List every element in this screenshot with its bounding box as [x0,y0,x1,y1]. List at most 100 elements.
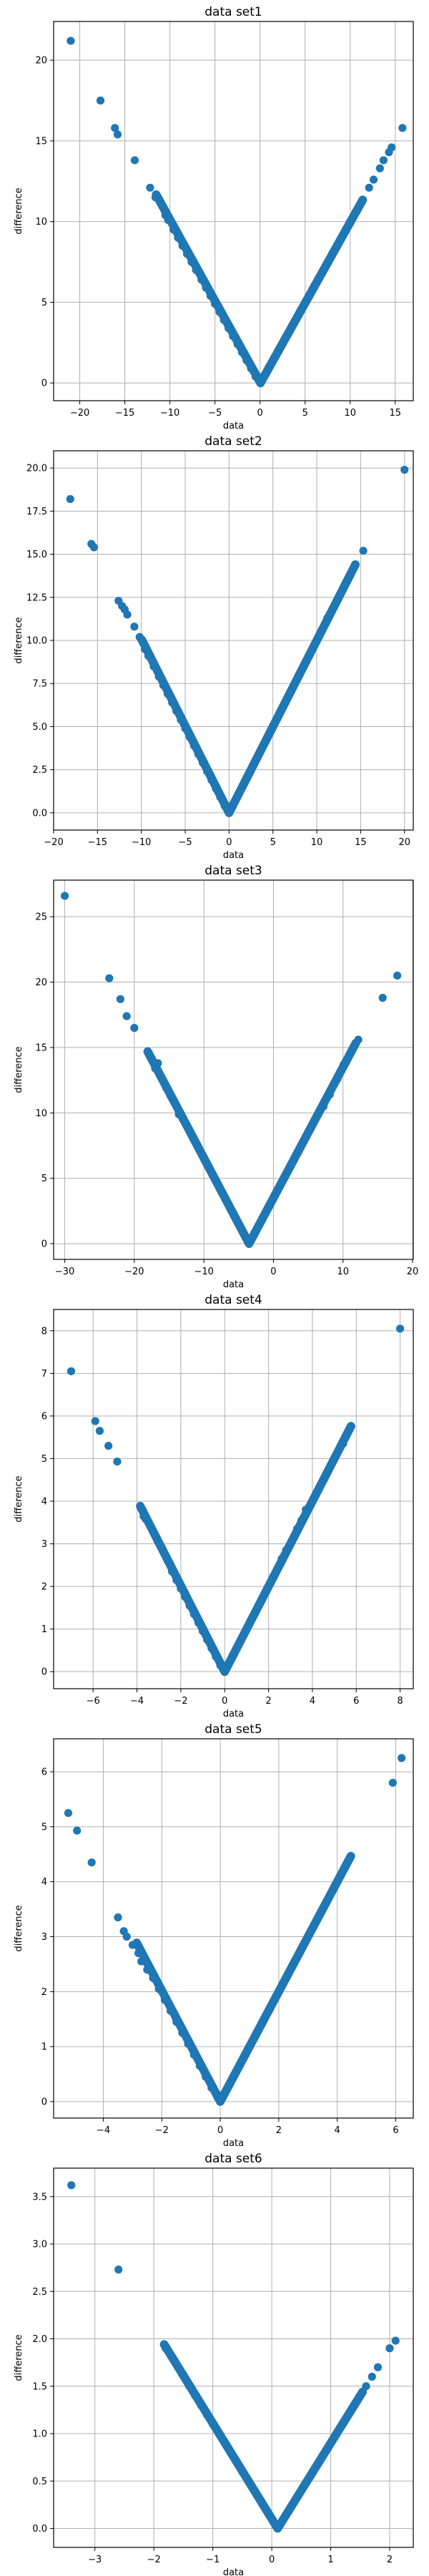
y-tick-label: 1.0 [32,2429,47,2440]
x-tick-label: −15 [115,408,134,419]
scatter-point [216,1661,225,1669]
x-tick-label: 20 [398,837,410,848]
scatter-point [262,2505,270,2514]
scatter-point [286,688,295,696]
chart-panel-1: data set1 −20 −15 −10 −5 0 5 10 15 0 5 10 15 20 data di… [14,5,414,431]
scatter-point [277,1178,286,1186]
scatter-point [226,2448,235,2457]
scatter-point [96,96,105,105]
scatter-point [320,2448,329,2457]
x-axis-label: data [223,1279,244,1290]
scatter-point [282,1546,290,1555]
scatter-point [302,1506,310,1514]
axes-frame [53,2167,414,2548]
scatter-point [114,1913,122,1922]
y-tick-label: 0 [41,1667,47,1678]
scatter-point [273,713,282,723]
scatter-point [212,1652,220,1661]
scatter-point [187,258,196,266]
scatter-point [308,1121,317,1129]
scatter-point [163,690,172,698]
scatter-point [391,2336,400,2345]
scatter-point [135,633,144,641]
x-tick-label: 1 [327,2555,333,2565]
scatter-point [266,2004,275,2012]
scatter-point [177,716,185,724]
scatter-point [203,1635,212,1644]
y-tick-label: 15 [35,1043,47,1053]
scatter-point [333,1075,342,1083]
scatter-point [315,273,323,283]
scatter-point [339,1439,347,1448]
scatter-point [189,1610,198,1619]
y-tick-label: 7.5 [32,679,47,690]
y-tick-label: 0 [41,1239,47,1250]
scatter-point [105,974,114,982]
scatter-point [238,783,247,791]
scatter-point [163,1556,172,1565]
x-tick-label: −5 [178,837,192,848]
y-tick-label: 25 [35,912,47,923]
scatter-point [66,36,75,45]
scatter-point [238,2467,247,2476]
y-tick-label: 20 [35,56,47,67]
scatter-point [219,2092,227,2100]
scatter-point [265,1200,275,1209]
scatter-point [359,547,368,555]
y-tick-label: 1 [41,2042,47,2053]
chart-panel-5: data set5 −4 −2 0 2 4 6 0 1 2 3 4 5 6 data difference [14,1722,414,2149]
dense-marker-band [143,1038,360,1249]
y-tick-label: 20.0 [26,464,47,474]
scatter-point [130,156,139,165]
x-tick-label: −20 [124,1267,144,1277]
x-tick-label: 10 [311,837,323,848]
scatter-point [87,1858,96,1867]
scatter-point [234,791,242,800]
scatter-point [113,130,122,139]
y-tick-label: 15 [35,136,47,147]
y-tick-label: 0 [41,2097,47,2107]
scatter-point [356,2391,365,2400]
x-tick-label: 4 [335,2125,340,2136]
scatter-point [189,1135,198,1143]
chart-title: data set2 [204,434,262,449]
scatter-point [398,124,407,132]
scatter-point [267,2514,276,2523]
scatter-point [341,225,350,234]
scatter-point [197,2401,205,2409]
scatter-point [286,1162,295,1171]
x-axis-label: data [223,1709,244,1719]
chart-panel-4: data set4 −6 −4 −2 0 2 4 6 8 0 1 2 3 4 5 6 7 8 data differe… [14,1293,414,1719]
scatter-point [244,2477,252,2485]
scatter-point [220,1194,229,1202]
scatter-point [264,731,273,740]
scatter-point [220,1667,229,1676]
x-tick-label: −3 [88,2555,102,2565]
scatter-point [224,1200,232,1209]
scatter-point [388,1778,397,1787]
scatter-point [398,1754,406,1762]
scatter-point [237,2059,245,2067]
scatter-point [220,801,229,810]
scatter-point [327,250,337,258]
scatter-point [260,1591,269,1599]
scatter-point [278,338,287,347]
y-tick-label: 5 [41,1822,47,1833]
x-tick-label: 5 [270,837,276,848]
scatter-point [206,291,214,301]
y-tick-label: 3.5 [32,2192,47,2202]
x-tick-label: 0 [269,2555,275,2565]
scatter-point [168,1567,177,1576]
scatter-point [346,218,355,226]
scatter-point [202,2410,211,2419]
y-tick-label: 20 [35,977,47,988]
scatter-point [264,1582,273,1591]
scatter-point [122,1012,131,1020]
scatter-point [260,371,269,379]
scatter-point [151,193,160,202]
x-tick-label: 0 [270,1267,276,1277]
scatter-point [207,2084,216,2092]
scatter-point [172,707,181,716]
scatter-point [318,1905,327,1913]
scatter-point [184,1124,193,1133]
